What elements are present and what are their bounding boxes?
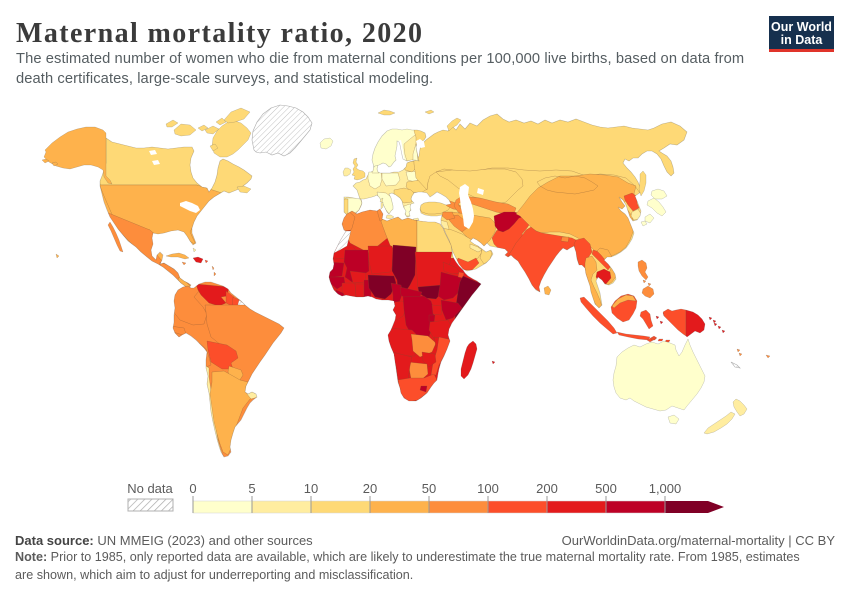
svg-text:1,000: 1,000 — [649, 481, 682, 496]
svg-text:10: 10 — [304, 481, 318, 496]
svg-text:No data: No data — [127, 481, 173, 496]
svg-text:500: 500 — [595, 481, 617, 496]
svg-text:20: 20 — [363, 481, 377, 496]
svg-text:50: 50 — [422, 481, 436, 496]
svg-text:0: 0 — [189, 481, 196, 496]
svg-text:5: 5 — [248, 481, 255, 496]
svg-text:100: 100 — [477, 481, 499, 496]
svg-text:200: 200 — [536, 481, 558, 496]
